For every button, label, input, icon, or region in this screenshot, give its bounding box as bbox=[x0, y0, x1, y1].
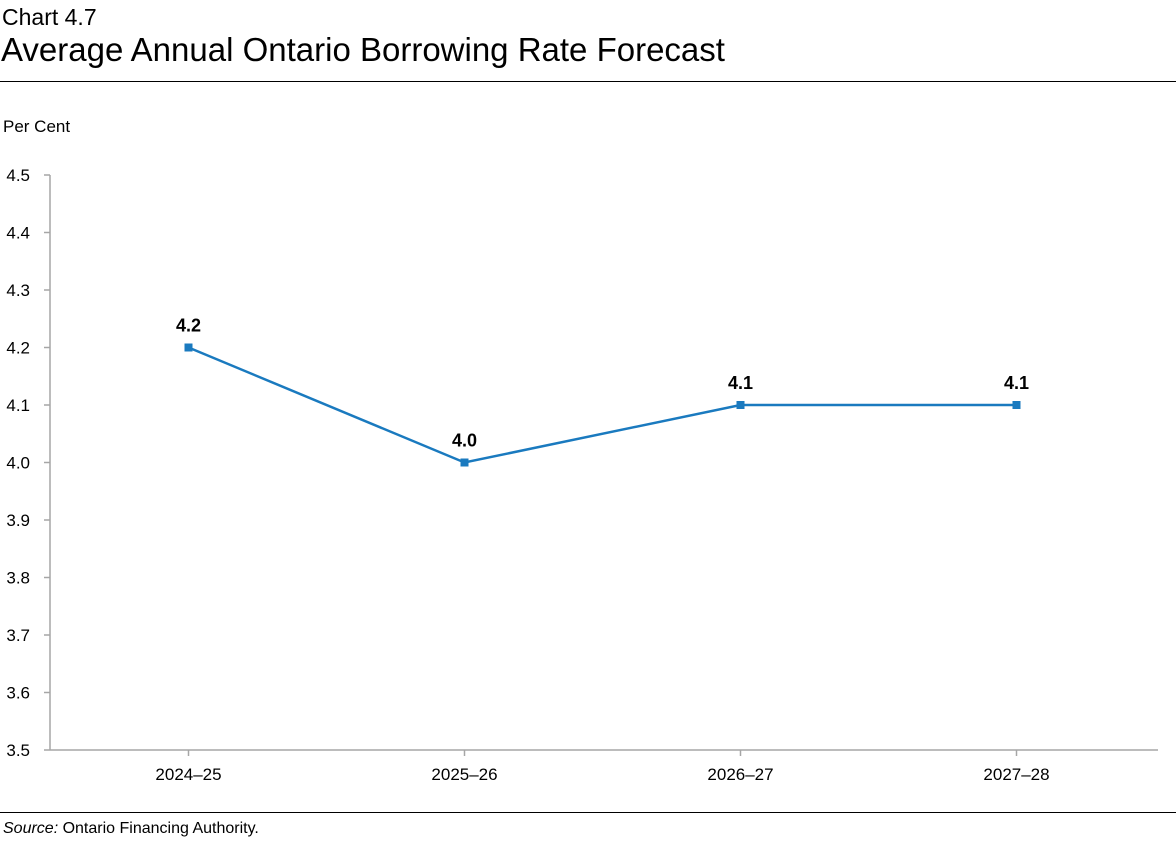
y-tick-label: 4.0 bbox=[6, 454, 30, 473]
series-line bbox=[188, 346, 1017, 464]
x-tick-label: 2025–26 bbox=[431, 765, 497, 784]
title-divider bbox=[0, 81, 1176, 82]
y-tick-label: 3.9 bbox=[6, 511, 30, 530]
y-tick-label: 3.7 bbox=[6, 626, 30, 645]
y-tick-label: 4.4 bbox=[6, 224, 30, 243]
data-point-marker bbox=[184, 343, 193, 352]
y-tick-label: 4.1 bbox=[6, 396, 30, 415]
data-label: 4.2 bbox=[176, 316, 201, 336]
y-tick-label: 3.5 bbox=[6, 741, 30, 760]
x-tick-label: 2024–25 bbox=[155, 765, 221, 784]
source-divider bbox=[0, 812, 1176, 813]
source-note: Source: Ontario Financing Authority. bbox=[3, 820, 259, 838]
data-label: 4.1 bbox=[728, 373, 753, 393]
y-tick-label: 3.6 bbox=[6, 684, 30, 703]
data-point-marker bbox=[1012, 401, 1021, 409]
data-point-marker bbox=[736, 401, 745, 409]
data-point-marker bbox=[460, 458, 469, 467]
y-tick-label: 4.3 bbox=[6, 281, 30, 300]
chart-title: Average Annual Ontario Borrowing Rate Fo… bbox=[1, 31, 725, 68]
y-tick-label: 4.5 bbox=[6, 166, 30, 185]
data-label: 4.1 bbox=[1004, 373, 1029, 393]
source-label: Source: bbox=[3, 820, 59, 837]
y-axis-label: Per Cent bbox=[3, 117, 71, 136]
x-tick-label: 2026–27 bbox=[707, 765, 773, 784]
data-label: 4.0 bbox=[452, 431, 477, 451]
y-tick-label: 3.8 bbox=[6, 569, 30, 588]
source-text: Ontario Financing Authority. bbox=[58, 820, 259, 837]
chart-number: Chart 4.7 bbox=[2, 4, 97, 30]
y-tick-label: 4.2 bbox=[6, 339, 30, 358]
x-tick-label: 2027–28 bbox=[983, 765, 1049, 784]
